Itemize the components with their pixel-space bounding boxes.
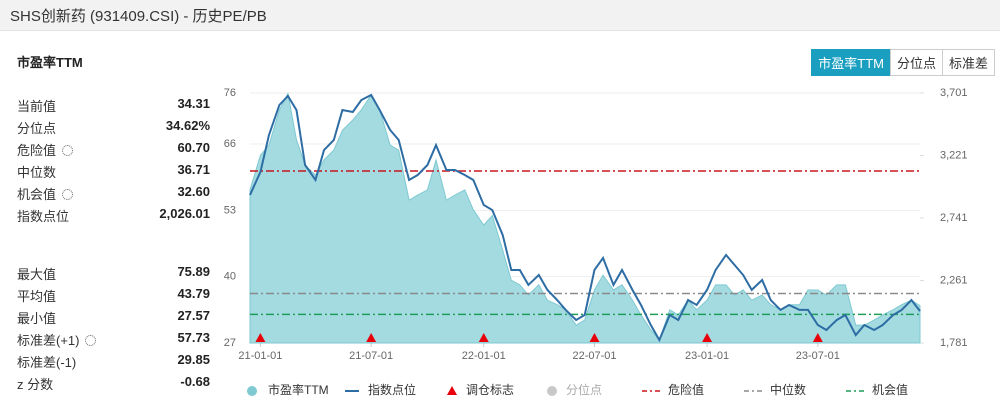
panel-title: 市盈率TTM: [17, 55, 83, 70]
stat-label: 危险值: [17, 140, 74, 159]
stat-label-text: 最小值: [17, 311, 57, 326]
stat-label-text: 标准差(-1): [17, 355, 77, 370]
stat-label: 中位数: [17, 162, 56, 181]
y-tick-label: 66: [224, 138, 236, 150]
y2-tick-label: 2,261: [940, 274, 968, 286]
stat-label-text: 中位数: [17, 165, 57, 180]
x-tick-label: 21-01-01: [238, 350, 282, 362]
y-tick-label: 53: [224, 204, 236, 216]
tab[interactable]: 分位点: [889, 49, 943, 76]
stat-label-text: 机会值: [17, 187, 57, 202]
legend-swatch: [247, 386, 257, 396]
stat-label: 标准差(-1): [17, 352, 76, 371]
x-tick-label: 23-07-01: [796, 350, 840, 362]
legend-label: 中位数: [770, 382, 806, 397]
stat-row: 分位点 34.62%: [17, 116, 210, 136]
stat-label: 平均值: [17, 286, 56, 305]
stat-label: 当前值: [17, 96, 56, 115]
settings-icon[interactable]: [85, 335, 97, 346]
stat-value: 34.62%: [165, 118, 210, 133]
rebalance-marker: [702, 333, 713, 342]
stat-value: 57.73: [177, 330, 210, 345]
legend-label: 分位点: [566, 382, 602, 397]
y2-tick-label: 1,781: [940, 337, 968, 349]
legend-label: 调仓标志: [466, 383, 514, 397]
settings-icon[interactable]: [62, 189, 74, 200]
y-tick-label: 27: [224, 337, 236, 349]
settings-icon[interactable]: [62, 145, 74, 156]
stat-label-text: z 分数: [17, 377, 54, 392]
stat-label: 最小值: [17, 308, 56, 327]
stat-value: 27.57: [177, 308, 210, 323]
stat-label-text: 指数点位: [17, 209, 70, 224]
stat-value: 34.31: [177, 96, 210, 111]
stat-value: 32.60: [177, 184, 210, 199]
page-title: SHS创新药 (931409.CSI) - 历史PE/PB: [10, 8, 267, 25]
legend-swatch: [447, 386, 457, 395]
index-line: [249, 93, 921, 343]
y-tick-label: 76: [224, 87, 236, 99]
y2-tick-label: 3,221: [940, 149, 968, 161]
x-tick-label: 21-07-01: [349, 350, 393, 362]
rebalance-marker: [478, 333, 489, 342]
legend-label: 危险值: [668, 382, 704, 397]
stat-label-text: 平均值: [17, 289, 57, 304]
rebalance-marker: [255, 333, 266, 342]
stat-value: 36.71: [177, 162, 210, 177]
legend-label: 指数点位: [368, 382, 416, 397]
stat-label-text: 最大值: [17, 267, 57, 282]
stat-row: 标准差(-1) 29.85: [17, 350, 210, 370]
legend-label: 机会值: [872, 382, 908, 397]
rebalance-marker: [366, 333, 377, 342]
stat-row: z 分数 -0.68: [17, 372, 210, 392]
stat-value: 75.89: [177, 264, 210, 279]
legend-swatch: [547, 386, 557, 396]
stat-row: 标准差(+1) 57.73: [17, 328, 210, 348]
rebalance-marker: [812, 333, 823, 342]
x-tick-label: 22-07-01: [572, 350, 616, 362]
stat-value: 2,026.01: [159, 206, 210, 221]
stat-value: -0.68: [180, 374, 210, 389]
stat-row: 平均值 43.79: [17, 284, 210, 304]
stat-row: 机会值 32.60: [17, 182, 210, 202]
legend-label: 市盈率TTM: [268, 382, 329, 397]
stat-row: 当前值 34.31: [17, 94, 210, 114]
x-tick-label: 23-01-01: [685, 350, 729, 362]
stat-row: 危险值 60.70: [17, 138, 210, 158]
stat-label: 标准差(+1): [17, 330, 97, 349]
stat-label-text: 分位点: [17, 121, 57, 136]
y2-tick-label: 2,741: [940, 212, 968, 224]
stat-value: 43.79: [177, 286, 210, 301]
stat-label-text: 当前值: [17, 99, 57, 114]
tab[interactable]: 标准差: [941, 49, 995, 76]
stat-value: 60.70: [177, 140, 210, 155]
stat-label: z 分数: [17, 374, 53, 393]
stat-row: 中位数 36.71: [17, 160, 210, 180]
stat-label: 指数点位: [17, 206, 69, 225]
stat-label-text: 标准差(+1): [17, 333, 80, 348]
header-bar: SHS创新药 (931409.CSI) - 历史PE/PB: [0, 0, 1000, 31]
stat-value: 29.85: [177, 352, 210, 367]
stat-label: 机会值: [17, 184, 74, 203]
y2-tick-label: 3,701: [940, 87, 968, 99]
stat-label-text: 危险值: [17, 143, 57, 158]
stat-label: 分位点: [17, 118, 56, 137]
stat-row: 最小值 27.57: [17, 306, 210, 326]
rebalance-marker: [589, 333, 600, 342]
x-tick-label: 22-01-01: [462, 350, 506, 362]
stat-label: 最大值: [17, 264, 56, 283]
stat-row: 最大值 75.89: [17, 262, 210, 282]
stat-row: 指数点位 2,026.01: [17, 204, 210, 224]
y-tick-label: 40: [224, 271, 236, 283]
tab-bar: 市盈率TTM 分位点 标准差: [811, 49, 995, 76]
pe-area: [249, 92, 921, 344]
